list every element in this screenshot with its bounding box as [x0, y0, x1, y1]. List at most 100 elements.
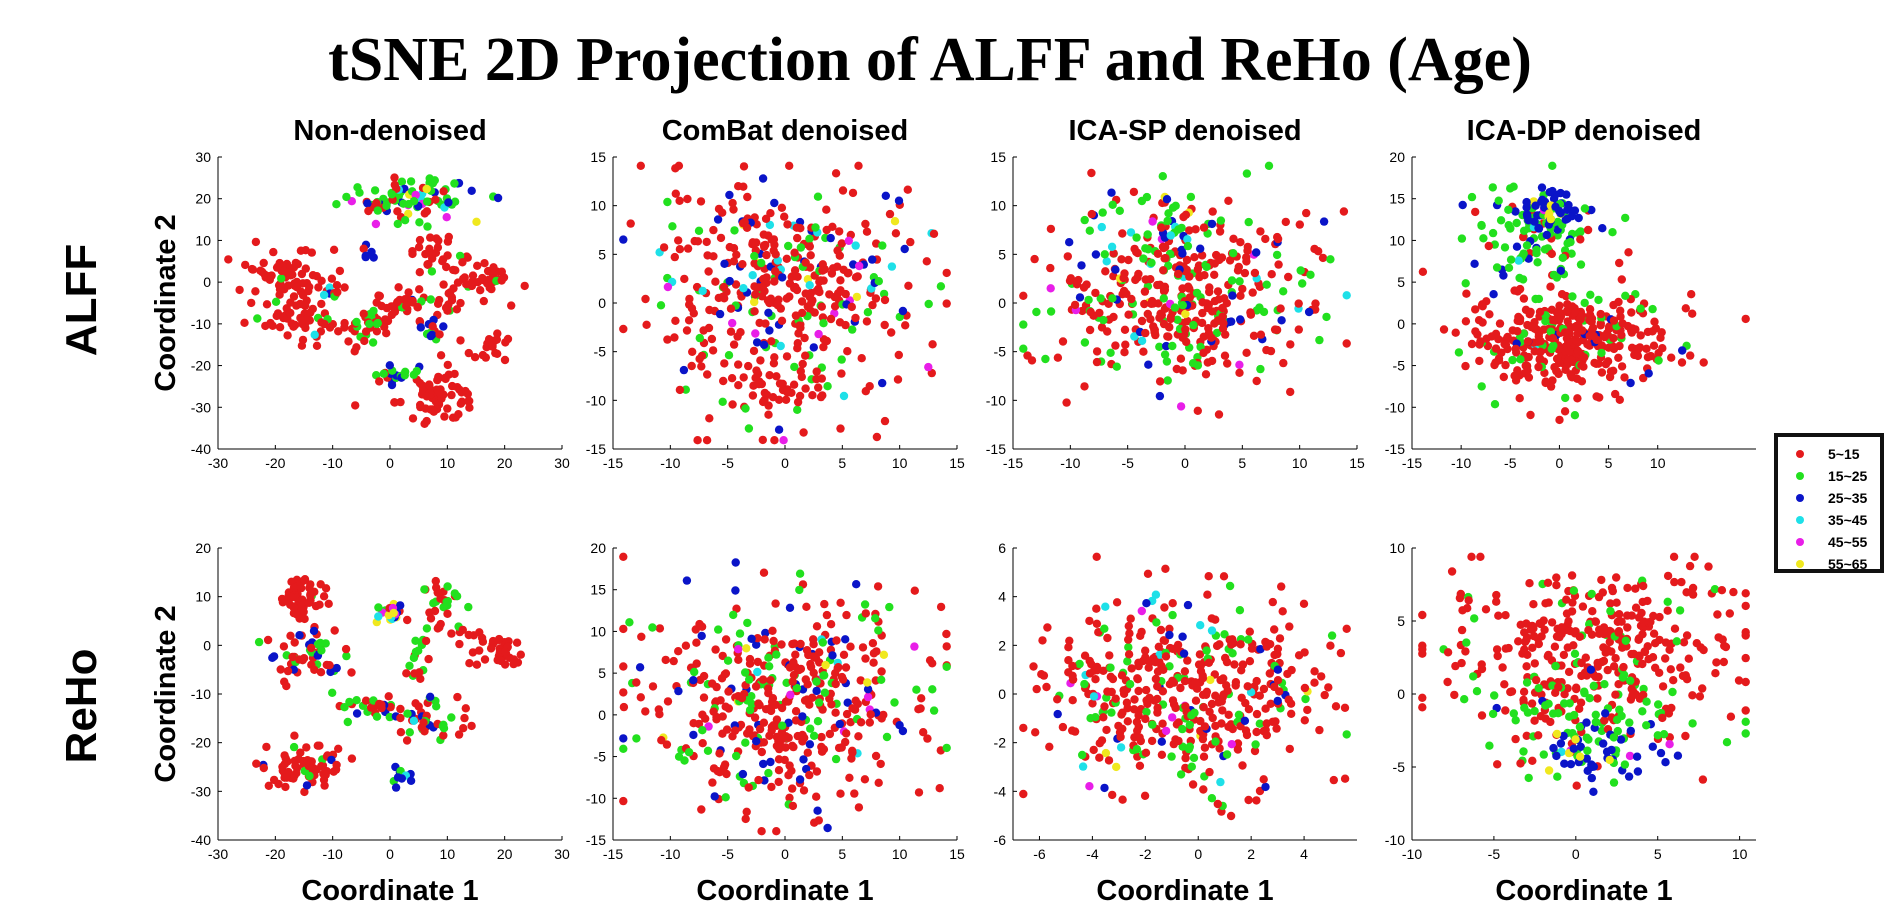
- data-point: [1168, 610, 1177, 620]
- data-point: [1741, 706, 1750, 715]
- y-tick-label: 5: [1397, 613, 1405, 629]
- data-point: [641, 707, 650, 716]
- data-point: [935, 784, 944, 793]
- data-point: [848, 188, 858, 198]
- data-point: [1523, 337, 1533, 346]
- data-point: [1455, 593, 1465, 603]
- data-point: [1172, 720, 1182, 729]
- data-point: [1137, 316, 1147, 326]
- data-point: [1585, 305, 1595, 314]
- data-point: [812, 622, 822, 631]
- data-point: [1626, 676, 1635, 685]
- data-point: [1099, 315, 1108, 325]
- data-point: [747, 634, 756, 643]
- x-tick-label: 5: [838, 455, 846, 471]
- data-point: [1620, 760, 1630, 769]
- data-point: [779, 436, 788, 445]
- data-point: [419, 718, 428, 727]
- data-point: [1187, 762, 1197, 771]
- data-point: [659, 243, 669, 252]
- data-point: [313, 640, 323, 649]
- data-point: [1171, 201, 1180, 210]
- data-point: [1264, 161, 1274, 170]
- data-point: [465, 659, 474, 668]
- data-point: [335, 266, 345, 276]
- data-point: [1166, 231, 1176, 240]
- legend-label: 5~15: [1828, 446, 1860, 462]
- data-point: [1519, 249, 1528, 258]
- data-point: [757, 258, 766, 268]
- data-point: [402, 669, 411, 678]
- data-point: [1080, 679, 1089, 689]
- data-point: [1526, 625, 1536, 634]
- data-point: [625, 618, 634, 627]
- data-point: [1182, 255, 1192, 265]
- points: [224, 173, 529, 428]
- data-point: [928, 340, 937, 349]
- data-point: [1553, 772, 1562, 781]
- data-point: [741, 738, 750, 747]
- data-point: [826, 620, 836, 629]
- data-point: [866, 710, 875, 719]
- data-point: [641, 294, 650, 304]
- data-point: [788, 801, 798, 811]
- data-point: [1625, 718, 1634, 727]
- main-title: tSNE 2D Projection of ALFF and ReHo (Age…: [328, 26, 1532, 94]
- data-point: [1101, 748, 1111, 758]
- data-point: [460, 273, 469, 282]
- y-tick-label: 30: [195, 149, 211, 165]
- data-point: [333, 288, 342, 297]
- data-point: [1143, 309, 1153, 319]
- data-point: [822, 610, 832, 620]
- x-tick-label: -10: [323, 455, 343, 471]
- data-point: [421, 249, 430, 259]
- data-point: [929, 229, 939, 238]
- data-point: [894, 196, 904, 205]
- data-point: [1234, 710, 1244, 719]
- data-point: [473, 261, 482, 270]
- data-point: [699, 326, 708, 335]
- data-point: [764, 410, 773, 419]
- data-point: [321, 639, 330, 648]
- data-point: [1218, 303, 1227, 313]
- data-point: [1570, 649, 1580, 658]
- data-point: [1530, 706, 1539, 716]
- data-point: [1109, 272, 1118, 281]
- data-point: [709, 225, 718, 235]
- data-point: [814, 329, 823, 339]
- data-point: [1085, 782, 1094, 791]
- data-point: [1102, 257, 1111, 266]
- data-point: [1638, 659, 1647, 669]
- data-point: [745, 675, 754, 684]
- data-point: [1159, 294, 1169, 303]
- data-point: [1663, 571, 1673, 581]
- data-point: [722, 725, 732, 734]
- data-point: [855, 261, 864, 271]
- data-point: [415, 235, 425, 245]
- data-point: [1098, 208, 1107, 217]
- data-point: [823, 823, 832, 833]
- data-point: [315, 600, 324, 609]
- data-point: [942, 268, 951, 278]
- data-point: [1211, 691, 1220, 700]
- data-point: [1631, 584, 1640, 593]
- data-point: [1058, 337, 1068, 346]
- data-point: [774, 777, 783, 787]
- data-point: [1200, 722, 1210, 731]
- data-point: [1616, 735, 1626, 744]
- data-point: [787, 766, 796, 775]
- legend-marker: [1796, 450, 1804, 458]
- data-point: [283, 331, 292, 340]
- data-point: [1561, 365, 1570, 374]
- data-point: [851, 241, 860, 250]
- data-point: [1609, 300, 1618, 310]
- data-point: [1118, 229, 1127, 238]
- data-point: [942, 629, 951, 639]
- data-point: [1255, 719, 1265, 728]
- data-point: [780, 755, 789, 765]
- data-point: [1091, 675, 1100, 684]
- data-point: [1546, 214, 1556, 224]
- data-point: [619, 552, 628, 561]
- data-point: [661, 655, 670, 665]
- data-point: [812, 792, 821, 801]
